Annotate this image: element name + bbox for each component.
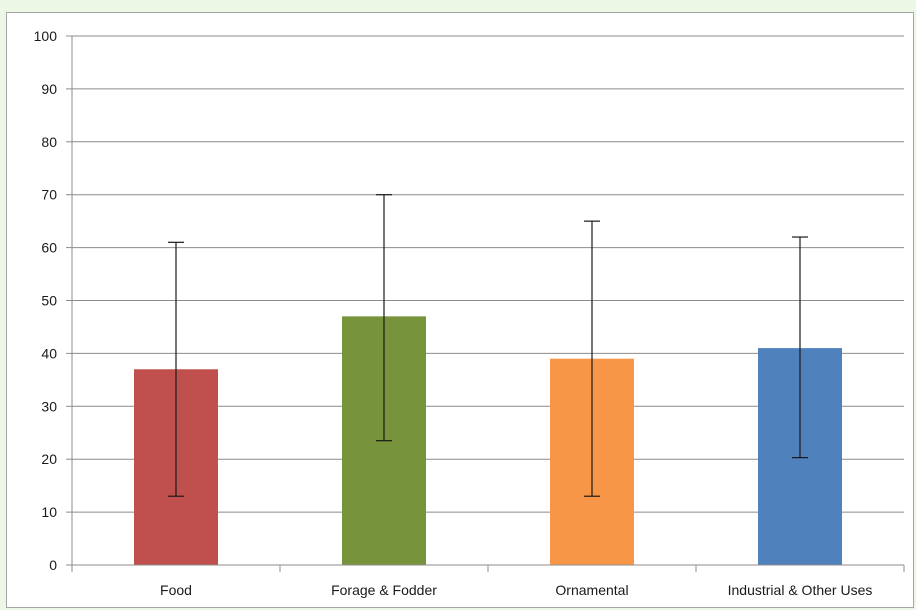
y-tick-label: 0 [49,557,57,573]
error-bars [168,194,808,497]
x-category-label: Forage & Fodder [331,582,437,598]
x-category-label: Ornamental [555,582,628,598]
y-tick-label: 20 [41,451,57,467]
axes [71,36,905,572]
x-category-label: Industrial & Other Uses [728,582,873,598]
y-tick-label: 30 [41,398,57,414]
y-tick-label: 80 [41,134,57,150]
x-category-label: Food [160,582,192,598]
y-tick-label: 70 [41,187,57,203]
y-tick-label: 40 [41,345,57,361]
y-tick-label: 10 [41,504,57,520]
y-tick-label: 90 [41,81,57,97]
y-tick-label: 100 [34,28,58,44]
x-axis-labels: Food Forage & Fodder Ornamental Industrial … [160,582,872,598]
y-tick-label: 50 [41,293,57,309]
y-tick-label: 60 [41,240,57,256]
y-axis-ticks: 0 10 20 30 40 50 60 70 80 90 100 [34,28,72,573]
